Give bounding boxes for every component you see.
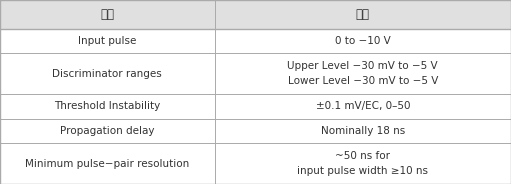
Bar: [0, 118, 511, 143]
Text: Minimum pulse−pair resolution: Minimum pulse−pair resolution: [25, 159, 190, 169]
Text: 항목: 항목: [100, 8, 114, 21]
Bar: [0, 143, 511, 184]
Text: Propagation delay: Propagation delay: [60, 126, 154, 136]
Text: 0 to −10 V: 0 to −10 V: [335, 36, 391, 46]
Text: Nominally 18 ns: Nominally 18 ns: [321, 126, 405, 136]
Text: ±0.1 mV/EC, 0–50: ±0.1 mV/EC, 0–50: [316, 101, 410, 111]
Text: ~50 ns for
input pulse width ≥10 ns: ~50 ns for input pulse width ≥10 ns: [297, 151, 428, 176]
Text: Threshold Instability: Threshold Instability: [54, 101, 160, 111]
Bar: [0, 53, 511, 94]
Text: Discriminator ranges: Discriminator ranges: [53, 69, 162, 79]
Text: Upper Level −30 mV to −5 V
Lower Level −30 mV to −5 V: Upper Level −30 mV to −5 V Lower Level −…: [288, 61, 438, 86]
Text: 사양: 사양: [356, 8, 370, 21]
Bar: [0, 0, 511, 29]
Text: Input pulse: Input pulse: [78, 36, 136, 46]
Bar: [0, 94, 511, 118]
Bar: [0, 29, 511, 53]
